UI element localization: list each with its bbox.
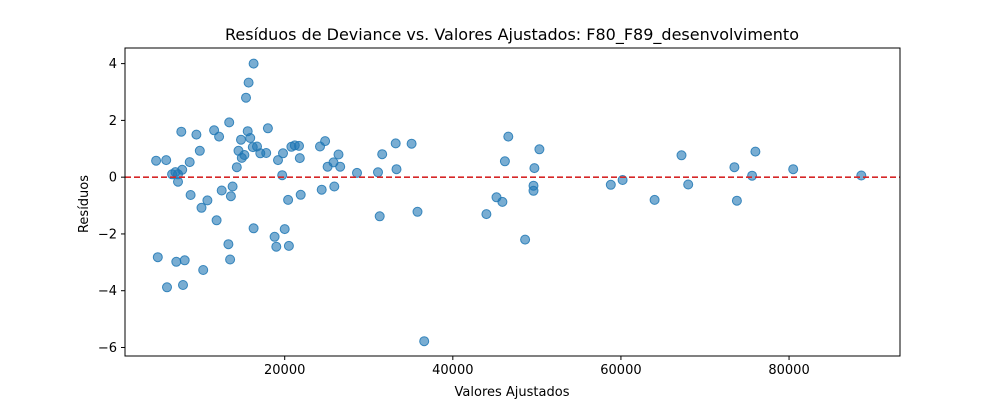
y-axis: −6 −4 −2 0 2 4 — [98, 57, 125, 356]
data-point — [151, 155, 162, 166]
data-point — [179, 255, 190, 266]
data-point — [335, 161, 346, 172]
data-point — [295, 189, 306, 200]
data-point — [245, 133, 256, 143]
data-point — [649, 194, 660, 205]
data-point — [216, 185, 227, 196]
data-point — [191, 129, 202, 140]
data-point — [225, 191, 236, 202]
data-point — [294, 153, 305, 164]
x-tick-label: 40000 — [432, 363, 473, 378]
data-point — [198, 265, 209, 275]
data-point — [236, 134, 246, 145]
data-point — [283, 240, 294, 251]
plot-frame — [124, 47, 901, 357]
data-point — [261, 148, 272, 158]
y-tick-label: −6 — [98, 341, 117, 356]
data-point — [269, 231, 280, 242]
data-point — [373, 167, 383, 178]
data-point — [277, 170, 288, 181]
data-point — [262, 123, 273, 134]
y-tick-label: −4 — [98, 284, 117, 299]
data-point — [273, 155, 283, 166]
x-axis: 20000 40000 60000 80000 — [264, 356, 810, 378]
data-point — [239, 150, 250, 160]
data-point — [605, 179, 616, 190]
data-point — [202, 195, 213, 206]
data-point — [241, 92, 251, 103]
y-tick-label: 2 — [109, 114, 117, 129]
x-tick-label: 20000 — [264, 363, 305, 378]
data-point — [225, 254, 236, 265]
data-point — [211, 215, 222, 226]
data-point — [406, 138, 417, 149]
x-tick-label: 60000 — [600, 363, 641, 378]
chart-title: Resíduos de Deviance vs. Valores Ajustad… — [225, 25, 799, 45]
data-point — [747, 170, 758, 181]
data-point — [162, 282, 172, 293]
data-point — [412, 206, 423, 217]
data-point — [223, 239, 234, 250]
x-tick-label: 80000 — [768, 363, 809, 378]
data-point — [352, 167, 362, 178]
data-point — [176, 126, 187, 137]
data-point — [788, 164, 799, 175]
y-tick-label: 0 — [109, 171, 117, 186]
data-point — [178, 280, 188, 290]
data-point — [534, 144, 545, 155]
data-point — [316, 184, 327, 195]
data-point — [528, 185, 539, 196]
data-point — [391, 164, 402, 175]
data-point — [271, 241, 282, 252]
data-point — [294, 140, 304, 151]
data-point — [283, 194, 294, 205]
data-point — [374, 211, 385, 222]
data-point — [856, 170, 867, 181]
data-points — [151, 58, 867, 347]
data-point — [481, 209, 492, 220]
data-point — [333, 149, 344, 160]
data-point — [214, 131, 225, 142]
data-point — [173, 176, 183, 187]
data-point — [320, 136, 331, 147]
data-point — [520, 234, 531, 245]
data-point — [171, 256, 182, 267]
data-point — [731, 195, 742, 206]
data-point — [248, 223, 259, 234]
data-point — [279, 224, 290, 235]
data-point — [177, 164, 188, 175]
data-point — [497, 196, 508, 207]
data-point — [243, 77, 254, 88]
data-point — [194, 145, 205, 156]
data-point — [278, 148, 288, 159]
x-axis-label: Valores Ajustados — [455, 385, 570, 400]
data-point — [750, 146, 761, 157]
data-point — [185, 190, 196, 200]
data-point — [161, 155, 172, 166]
data-point — [184, 157, 195, 168]
data-point — [729, 162, 740, 173]
data-point — [196, 202, 207, 213]
data-point — [152, 252, 163, 263]
data-point — [676, 150, 687, 161]
data-point — [499, 156, 510, 167]
data-point — [683, 179, 694, 190]
y-tick-label: −2 — [98, 227, 117, 242]
data-point — [329, 181, 340, 192]
y-axis-label: Resíduos — [77, 175, 92, 233]
data-point — [503, 131, 514, 142]
data-point — [390, 138, 401, 149]
data-point — [231, 162, 242, 173]
data-point — [224, 117, 235, 128]
data-point — [227, 181, 238, 192]
data-point — [377, 149, 388, 160]
data-point — [248, 58, 259, 69]
data-point — [529, 163, 540, 174]
y-tick-label: 4 — [109, 57, 117, 72]
data-point — [419, 336, 430, 347]
